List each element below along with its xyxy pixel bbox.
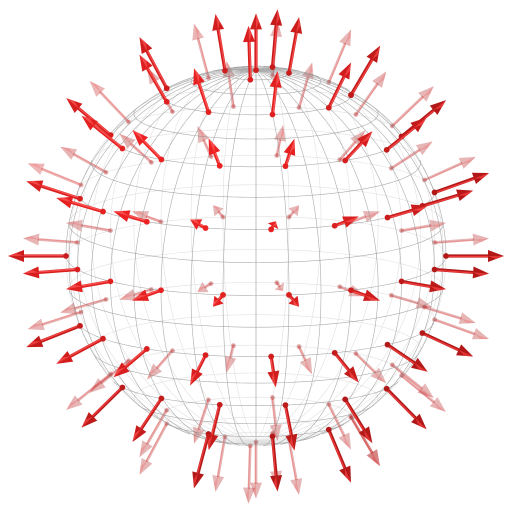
vector-field-sphere — [0, 0, 512, 512]
